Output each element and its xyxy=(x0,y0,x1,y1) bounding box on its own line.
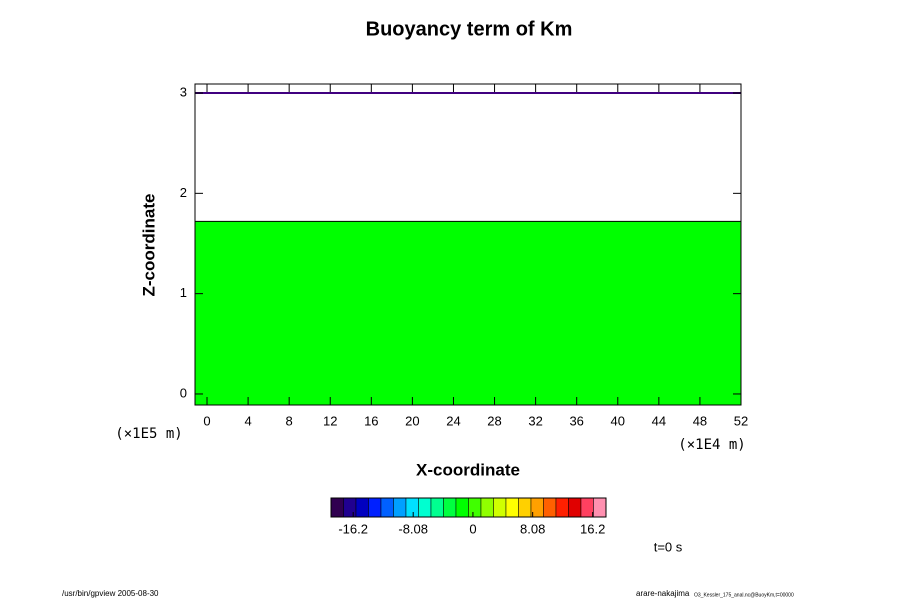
colorbar-segment xyxy=(418,497,432,518)
colorbar-segment xyxy=(543,497,557,518)
x-tick-label: 20 xyxy=(405,413,419,428)
footer-left: /usr/bin/gpview 2005-08-30 xyxy=(62,589,159,598)
colorbar-segment xyxy=(468,497,482,518)
footer-right-small: O3_Kessler_175_anal.nc@BuoyKm,t=00000 xyxy=(694,592,794,598)
time-label: t=0 s xyxy=(654,539,683,554)
filled-region xyxy=(195,221,741,405)
colorbar-segment xyxy=(393,497,407,518)
colorbar-segment xyxy=(505,497,519,518)
footer-right: arare-nakajima xyxy=(636,589,690,598)
x-tick-label: 0 xyxy=(203,413,210,428)
x-tick-label: 48 xyxy=(693,413,707,428)
colorbar-segment xyxy=(568,497,582,518)
colorbar-tick-label: 8.08 xyxy=(520,521,545,536)
x-tick-label: 32 xyxy=(528,413,542,428)
colorbar-segment xyxy=(430,497,444,518)
x-tick-label: 36 xyxy=(569,413,583,428)
plot-frame xyxy=(194,83,742,406)
x-tick-label: 40 xyxy=(611,413,625,428)
colorbar-segment xyxy=(580,497,594,518)
colorbar-segment xyxy=(443,497,457,518)
colorbar-segment xyxy=(593,497,607,518)
y-tick-label: 3 xyxy=(180,84,187,99)
x-tick-label: 8 xyxy=(286,413,293,428)
x-tick-label: 52 xyxy=(734,413,748,428)
colorbar-tick-label: 0 xyxy=(469,521,476,536)
y-tick-label: 2 xyxy=(180,185,187,200)
x-tick-label: 24 xyxy=(446,413,460,428)
colorbar-segment xyxy=(480,497,494,518)
colorbar-frame xyxy=(330,497,607,518)
y-unit-label: (×1E5 m) xyxy=(115,426,182,442)
x-tick-label: 12 xyxy=(323,413,337,428)
colorbar-segment xyxy=(405,497,419,518)
x-unit-label: (×1E4 m) xyxy=(678,437,745,453)
colorbar-segment xyxy=(518,497,532,518)
colorbar-tick-label: -8.08 xyxy=(398,521,428,536)
y-tick-label: 0 xyxy=(180,385,187,400)
colorbar-segment xyxy=(330,497,344,518)
colorbar-segment xyxy=(493,497,507,518)
colorbar-tick-label: -16.2 xyxy=(338,521,368,536)
x-tick-label: 16 xyxy=(364,413,378,428)
colorbar-segment xyxy=(380,497,394,518)
colorbar-segment xyxy=(455,497,469,518)
chart-title: Buoyancy term of Km xyxy=(366,18,573,40)
x-tick-label: 4 xyxy=(244,413,251,428)
colorbar-segment xyxy=(355,497,369,518)
colorbar-segment xyxy=(555,497,569,518)
x-tick-label: 28 xyxy=(487,413,501,428)
x-tick-label: 44 xyxy=(652,413,666,428)
colorbar-segment xyxy=(368,497,382,518)
x-axis-label: X-coordinate xyxy=(416,460,520,479)
y-tick-label: 1 xyxy=(180,285,187,300)
colorbar-segment xyxy=(343,497,357,518)
y-axis-label: Z-coordinate xyxy=(139,194,158,297)
colorbar-tick-label: 16.2 xyxy=(580,521,605,536)
